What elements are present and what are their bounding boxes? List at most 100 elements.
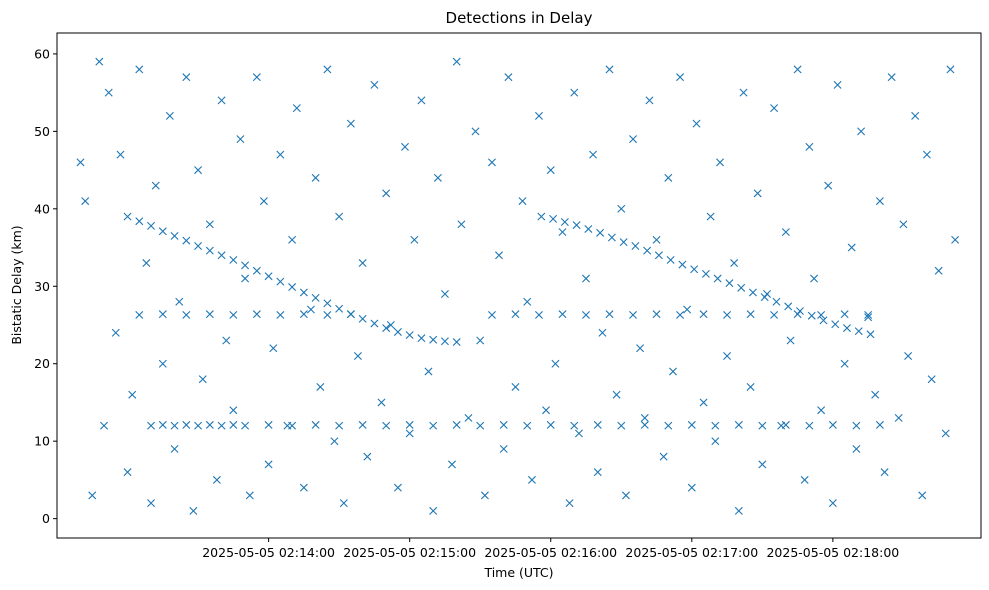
y-tick-label: 20 <box>34 356 50 371</box>
y-tick-label: 60 <box>34 46 50 61</box>
data-point-marker <box>222 336 231 345</box>
data-point-marker <box>382 189 391 198</box>
data-point-marker <box>236 135 245 144</box>
y-tick-label: 40 <box>34 201 50 216</box>
data-point-marker <box>433 173 442 182</box>
chart-title: Detections in Delay <box>446 9 593 27</box>
data-point-marker <box>393 483 402 492</box>
data-point-marker <box>448 460 456 469</box>
data-point-marker <box>476 336 485 345</box>
data-point-marker <box>871 390 880 399</box>
data-point-marker <box>828 499 837 508</box>
data-point-marker <box>617 421 626 430</box>
series-group <box>123 212 461 347</box>
data-point-marker <box>593 420 602 429</box>
data-point-marker <box>189 506 198 515</box>
data-point-marker <box>605 310 614 319</box>
data-point-marker <box>824 181 833 190</box>
data-point-marker <box>894 413 903 422</box>
data-point-marker <box>429 421 438 430</box>
data-point-marker <box>363 452 372 461</box>
data-point-marker <box>323 65 332 74</box>
y-tick-label: 10 <box>34 434 50 449</box>
data-point-marker <box>676 310 685 319</box>
data-point-marker <box>664 173 673 182</box>
data-point-marker <box>276 310 285 319</box>
data-point-marker <box>831 320 840 329</box>
data-point-marker <box>339 499 348 508</box>
data-point-marker <box>951 235 960 244</box>
data-point-marker <box>596 228 605 237</box>
data-point-marker <box>88 491 97 500</box>
data-point-marker <box>217 251 226 260</box>
data-point-marker <box>288 235 297 244</box>
data-point-marker <box>377 398 386 407</box>
data-point-marker <box>645 96 654 105</box>
plot-frame <box>56 32 982 539</box>
data-point-marker <box>946 65 955 74</box>
data-point-marker <box>807 311 816 320</box>
data-point-marker <box>699 310 708 319</box>
data-point-marker <box>452 338 461 347</box>
data-point-marker <box>678 260 687 269</box>
data-point-marker <box>911 111 920 120</box>
y-axis: 0 10 20 30 40 50 60 <box>34 46 57 526</box>
data-point-marker <box>111 328 120 337</box>
data-point-marker <box>316 382 325 391</box>
data-point-marker <box>358 420 367 429</box>
data-point-marker <box>864 310 873 319</box>
data-point-marker <box>866 330 875 339</box>
data-point-marker <box>701 269 710 278</box>
data-point-marker <box>100 421 109 430</box>
data-point-marker <box>499 420 508 429</box>
data-point-marker <box>739 88 748 97</box>
data-point-marker <box>737 283 746 292</box>
data-point-marker <box>687 420 696 429</box>
data-point-marker <box>631 242 640 250</box>
data-point-marker <box>229 420 238 429</box>
series-group <box>76 57 960 515</box>
data-point-marker <box>252 310 261 319</box>
data-point-marker <box>335 212 344 221</box>
data-point-marker <box>299 288 308 297</box>
data-point-marker <box>582 274 590 283</box>
data-point-marker <box>393 327 402 336</box>
data-point-marker <box>817 406 826 415</box>
data-point-marker <box>194 421 203 430</box>
data-point-marker <box>549 214 558 223</box>
data-point-marker <box>259 197 268 206</box>
data-point-marker <box>182 420 191 429</box>
data-point-marker <box>194 242 203 250</box>
data-point-marker <box>480 491 489 500</box>
data-point-marker <box>252 73 261 82</box>
data-point-marker <box>182 310 191 319</box>
data-point-marker <box>405 420 414 429</box>
data-point-marker <box>840 359 849 368</box>
data-point-marker <box>229 406 238 415</box>
data-point-marker <box>793 65 802 74</box>
data-point-marker <box>158 359 167 368</box>
data-point-marker <box>669 367 677 376</box>
data-point-marker <box>711 421 720 430</box>
data-point-marker <box>311 420 320 429</box>
data-point-marker <box>511 382 520 391</box>
data-point-marker <box>904 351 913 360</box>
data-point-marker <box>405 331 414 340</box>
data-point-marker <box>748 288 757 297</box>
data-point-marker <box>241 274 250 283</box>
data-point-marker <box>452 420 461 429</box>
data-point-marker <box>558 228 567 237</box>
data-point-marker <box>683 305 692 314</box>
data-point-marker <box>323 299 332 308</box>
data-point-marker <box>323 310 332 319</box>
data-point-marker <box>927 375 936 384</box>
data-point-marker <box>574 429 583 438</box>
data-point-marker <box>170 231 179 240</box>
data-point-marker <box>158 310 167 319</box>
data-point-marker <box>922 150 931 159</box>
data-point-marker <box>777 421 786 430</box>
data-point-marker <box>565 499 574 508</box>
data-point-marker <box>786 336 795 345</box>
y-tick-label: 30 <box>34 279 50 294</box>
data-point-marker <box>518 197 527 206</box>
